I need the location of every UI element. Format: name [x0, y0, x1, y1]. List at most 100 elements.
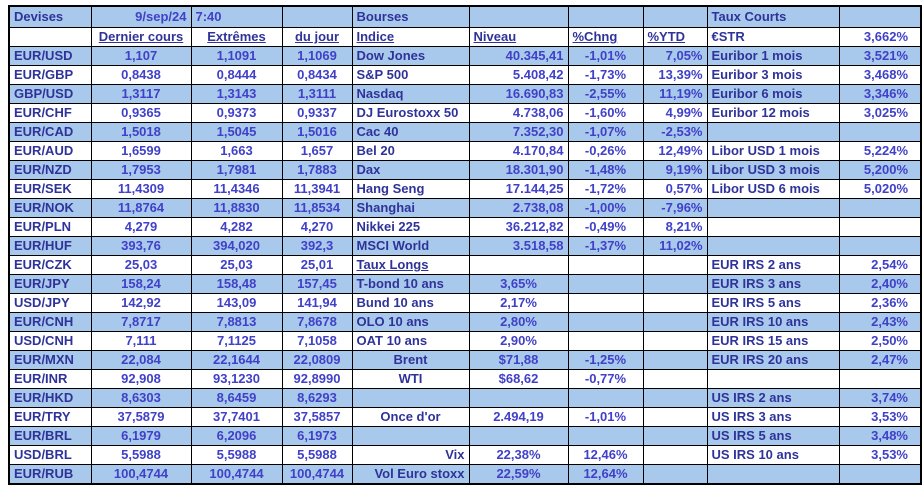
market-table-body: Devises 9/sep/24 7:40 Bourses Taux Courts Der…: [8, 5, 922, 485]
empty-cell: [351, 388, 470, 408]
extremes-value: 143,09: [190, 293, 283, 313]
indice-label: Nikkei 225: [351, 217, 470, 237]
pct-chng-value: 12,46%: [567, 445, 644, 465]
table-row: EUR/CZK 25,03 25,03 25,01 Taux Longs EUR IRS …: [8, 255, 922, 275]
du-jour-value: 8,6293: [281, 388, 353, 408]
empty-cell: [838, 236, 922, 256]
section-title-taux-courts: Taux Courts: [706, 5, 840, 28]
rate-label: Euribor 6 mois: [706, 84, 840, 104]
extremes-value: 1,663: [190, 141, 283, 161]
currency-pair-label: EUR/AUD: [8, 141, 92, 161]
indice-label: WTI: [351, 369, 470, 389]
dernier-cours-value: 11,8764: [90, 198, 192, 218]
empty-cell: [567, 388, 644, 408]
extremes-value: 7,1125: [190, 331, 283, 351]
niveau-value: 2,90%: [468, 331, 569, 351]
empty-cell: [567, 293, 644, 313]
indice-label: Brent: [351, 350, 470, 370]
empty-cell: [642, 331, 708, 351]
currency-pair-label: EUR/BRL: [8, 426, 92, 446]
currency-pair-label: GBP/USD: [8, 84, 92, 104]
indice-label: Vix: [351, 445, 470, 465]
rate-label: US IRS 5 ans: [706, 426, 840, 446]
table-row: EUR/CNH 7,8717 7,8813 7,8678 OLO 10 ans 2,80%…: [8, 312, 922, 332]
pct-chng-value: -2,55%: [567, 84, 644, 104]
table-row: EUR/INR 92,908 93,1230 92,8990 WTI $68,62 -0,7…: [8, 369, 922, 389]
extremes-value: 22,1644: [190, 350, 283, 370]
table-row: USD/JPY 142,92 143,09 141,94 Bund 10 ans 2,17…: [8, 293, 922, 313]
empty-cell: [706, 236, 840, 256]
pct-chng-value: -1,48%: [567, 160, 644, 180]
empty-cell: [468, 255, 569, 275]
empty-cell: [838, 217, 922, 237]
pct-chng-value: -1,72%: [567, 179, 644, 199]
dernier-cours-value: 1,5018: [90, 122, 192, 142]
currency-pair-label: USD/CNH: [8, 331, 92, 351]
empty-cell: [706, 369, 840, 389]
rate-label: Euribor 1 mois: [706, 46, 840, 66]
table-row: GBP/USD 1,3117 1,3143 1,3111 Nasdaq 16.690,83…: [8, 84, 922, 104]
empty-cell: [706, 122, 840, 142]
indice-label: Hang Seng: [351, 179, 470, 199]
rate-value: 3,025%: [838, 103, 922, 123]
table-row: Devises 9/sep/24 7:40 Bourses Taux Courts: [8, 5, 922, 28]
extremes-value: 0,9373: [190, 103, 283, 123]
indice-label: Bund 10 ans: [351, 293, 470, 313]
pct-chng-value: -0,26%: [567, 141, 644, 161]
table-row: USD/BRL 5,5988 5,5988 5,5988 Vix 22,38% 12,46%…: [8, 445, 922, 465]
currency-pair-label: EUR/HUF: [8, 236, 92, 256]
subsection-title-taux-longs: Taux Longs: [351, 255, 470, 275]
dernier-cours-value: 37,5879: [90, 407, 192, 427]
col-header-chng: %Chng: [567, 27, 644, 47]
extremes-value: 394,020: [190, 236, 283, 256]
extremes-value: 37,7401: [190, 407, 283, 427]
du-jour-value: 1,5016: [281, 122, 353, 142]
dernier-cours-value: 0,8438: [90, 65, 192, 85]
du-jour-value: 100,4744: [281, 464, 353, 485]
currency-pair-label: EUR/INR: [8, 369, 92, 389]
dernier-cours-value: 142,92: [90, 293, 192, 313]
rate-label: Libor USD 6 mois: [706, 179, 840, 199]
table-row: EUR/JPY 158,24 158,48 157,45 T-bond 10 ans 3,…: [8, 274, 922, 294]
indice-label: OAT 10 ans: [351, 331, 470, 351]
currency-pair-label: EUR/JPY: [8, 274, 92, 294]
du-jour-value: 11,3941: [281, 179, 353, 199]
rate-label: Euribor 12 mois: [706, 103, 840, 123]
rate-label: US IRS 10 ans: [706, 445, 840, 465]
col-header-du-jour: du jour: [281, 27, 353, 47]
extremes-value: 1,5045: [190, 122, 283, 142]
indice-label: OLO 10 ans: [351, 312, 470, 332]
rate-value: 3,346%: [838, 84, 922, 104]
indice-label: Bel 20: [351, 141, 470, 161]
empty-cell: [642, 255, 708, 275]
rate-value: 3,53%: [838, 445, 922, 465]
du-jour-value: 11,8534: [281, 198, 353, 218]
extremes-value: 4,282: [190, 217, 283, 237]
table-row: EUR/USD 1,107 1,1091 1,1069 Dow Jones 40.345,…: [8, 46, 922, 66]
pct-chng-value: -1,60%: [567, 103, 644, 123]
dernier-cours-value: 7,8717: [90, 312, 192, 332]
pct-chng-value: -1,25%: [567, 350, 644, 370]
dernier-cours-value: 8,6303: [90, 388, 192, 408]
du-jour-value: 1,657: [281, 141, 353, 161]
empty-cell: [468, 426, 569, 446]
section-title-devises: Devises: [8, 5, 92, 28]
rate-value: 2,40%: [838, 274, 922, 294]
du-jour-value: 6,1973: [281, 426, 353, 446]
pct-chng-value: 12,64%: [567, 464, 644, 485]
pct-ytd-value: 11,19%: [642, 84, 708, 104]
dernier-cours-value: 393,76: [90, 236, 192, 256]
du-jour-value: 141,94: [281, 293, 353, 313]
extremes-value: 7,8813: [190, 312, 283, 332]
empty-cell: [642, 312, 708, 332]
extremes-value: 1,7981: [190, 160, 283, 180]
indice-label: Once d'or: [351, 407, 470, 427]
empty-cell: [8, 27, 92, 47]
niveau-value: 7.352,30: [468, 122, 569, 142]
dernier-cours-value: 92,908: [90, 369, 192, 389]
rate-label: Euribor 3 mois: [706, 65, 840, 85]
currency-pair-label: EUR/CHF: [8, 103, 92, 123]
table-row: EUR/HKD 8,6303 8,6459 8,6293 US IRS 2 ans 3,7…: [8, 388, 922, 408]
niveau-value: 40.345,41: [468, 46, 569, 66]
extremes-value: 100,4744: [190, 464, 283, 485]
